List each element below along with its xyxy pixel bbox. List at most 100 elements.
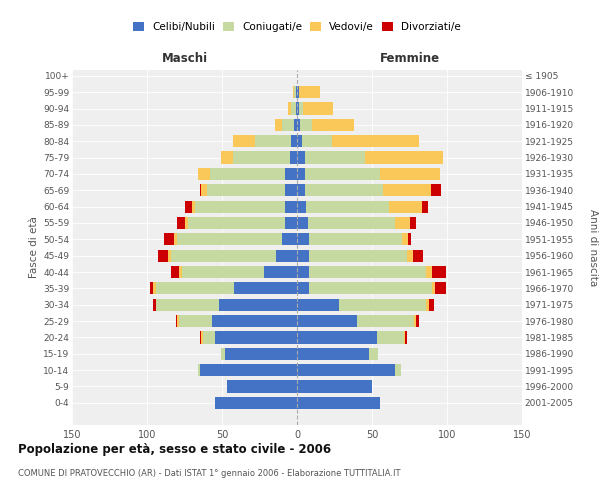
Bar: [156, 298, 297, 311]
Bar: [297, 364, 401, 376]
Bar: [198, 364, 297, 376]
Bar: [185, 200, 297, 213]
Bar: [177, 233, 297, 245]
Bar: [297, 135, 302, 147]
Bar: [297, 119, 354, 131]
Bar: [203, 331, 297, 344]
Bar: [297, 200, 421, 213]
Bar: [294, 86, 297, 99]
Bar: [177, 217, 297, 229]
Bar: [297, 331, 405, 344]
Bar: [215, 396, 297, 409]
Bar: [264, 266, 297, 278]
Bar: [225, 348, 297, 360]
Bar: [297, 233, 402, 245]
Bar: [297, 250, 309, 262]
Bar: [297, 298, 433, 311]
Bar: [207, 184, 297, 196]
Bar: [297, 282, 432, 294]
Bar: [297, 348, 378, 360]
Bar: [215, 396, 297, 409]
Bar: [297, 119, 312, 131]
Bar: [288, 102, 297, 115]
Bar: [297, 380, 372, 392]
Bar: [221, 348, 297, 360]
Bar: [297, 315, 414, 327]
Legend: Celibi/Nubili, Coniugati/e, Vedovi/e, Divorziati/e: Celibi/Nubili, Coniugati/e, Vedovi/e, Di…: [133, 22, 461, 32]
Bar: [192, 200, 297, 213]
Bar: [297, 282, 445, 294]
Bar: [297, 348, 378, 360]
Bar: [297, 217, 308, 229]
Bar: [195, 200, 297, 213]
Bar: [275, 119, 297, 131]
Bar: [210, 168, 297, 180]
Bar: [297, 348, 378, 360]
Bar: [182, 266, 297, 278]
Bar: [297, 250, 423, 262]
Bar: [215, 331, 297, 344]
Bar: [297, 233, 309, 245]
Bar: [201, 184, 297, 196]
Bar: [297, 86, 320, 99]
Bar: [297, 184, 441, 196]
Bar: [297, 168, 439, 180]
Bar: [297, 184, 305, 196]
Bar: [297, 102, 333, 115]
Bar: [297, 152, 365, 164]
Bar: [221, 152, 297, 164]
Bar: [285, 184, 297, 196]
Bar: [177, 315, 297, 327]
Text: Maschi: Maschi: [161, 52, 208, 66]
Bar: [297, 298, 426, 311]
Bar: [168, 250, 297, 262]
Bar: [227, 380, 297, 392]
Bar: [297, 86, 320, 99]
Bar: [199, 364, 297, 376]
Bar: [174, 233, 297, 245]
Bar: [297, 200, 306, 213]
Bar: [198, 364, 297, 376]
Bar: [297, 364, 395, 376]
Bar: [297, 282, 435, 294]
Bar: [233, 135, 297, 147]
Bar: [157, 250, 297, 262]
Bar: [282, 119, 297, 131]
Bar: [297, 152, 305, 164]
Bar: [297, 102, 303, 115]
Bar: [171, 266, 297, 278]
Bar: [297, 396, 380, 409]
Bar: [297, 152, 443, 164]
Bar: [297, 315, 419, 327]
Bar: [171, 250, 297, 262]
Bar: [297, 200, 427, 213]
Bar: [153, 282, 297, 294]
Bar: [276, 250, 297, 262]
Bar: [297, 315, 357, 327]
Bar: [185, 217, 297, 229]
Bar: [297, 184, 383, 196]
Bar: [227, 380, 297, 392]
Bar: [285, 168, 297, 180]
Bar: [297, 396, 380, 409]
Bar: [285, 217, 297, 229]
Bar: [255, 135, 297, 147]
Bar: [219, 298, 297, 311]
Bar: [291, 135, 297, 147]
Bar: [297, 396, 380, 409]
Bar: [282, 233, 297, 245]
Bar: [297, 250, 413, 262]
Bar: [297, 135, 331, 147]
Bar: [150, 282, 297, 294]
Bar: [297, 200, 389, 213]
Bar: [297, 168, 439, 180]
Bar: [297, 233, 411, 245]
Bar: [199, 331, 297, 344]
Bar: [297, 380, 372, 392]
Bar: [297, 298, 339, 311]
Bar: [215, 396, 297, 409]
Bar: [187, 217, 297, 229]
Bar: [291, 102, 297, 115]
Bar: [297, 184, 431, 196]
Bar: [275, 119, 297, 131]
